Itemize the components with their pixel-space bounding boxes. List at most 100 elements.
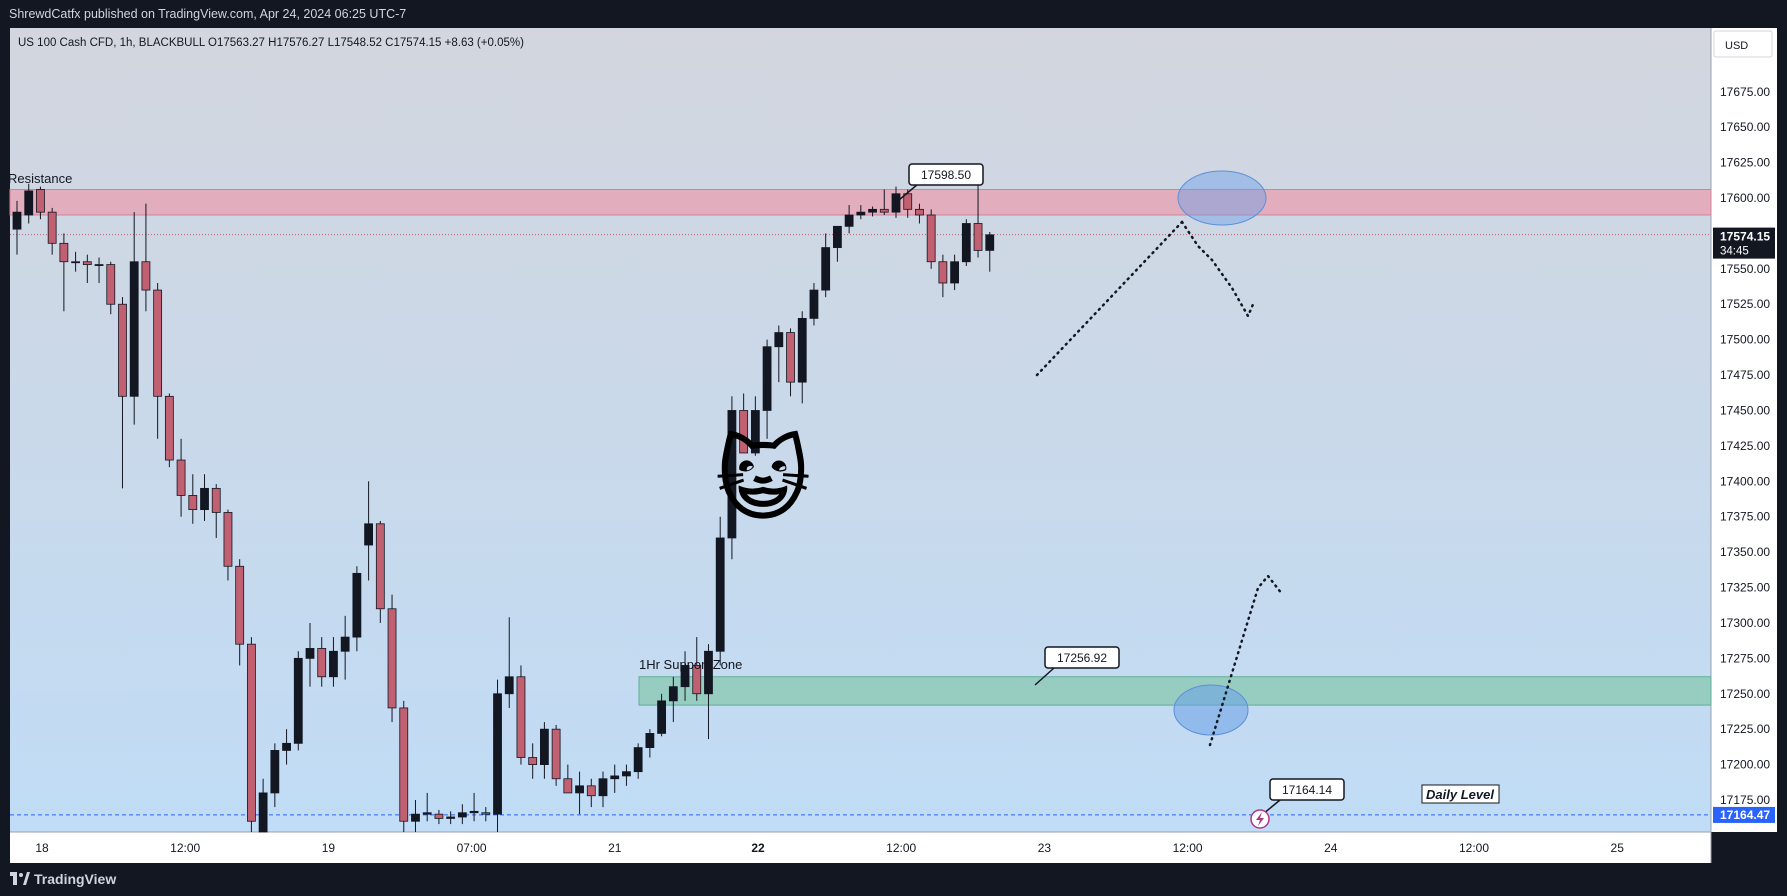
- candle[interactable]: [446, 811, 456, 825]
- candle[interactable]: [200, 474, 209, 521]
- candle[interactable]: [551, 724, 561, 786]
- callout-17598[interactable]: 17598.50: [898, 163, 984, 201]
- candle[interactable]: [399, 700, 409, 832]
- candle[interactable]: [961, 219, 971, 266]
- candle[interactable]: [598, 771, 608, 808]
- candle[interactable]: [645, 729, 655, 758]
- candle[interactable]: [610, 764, 620, 793]
- candle[interactable]: [36, 186, 45, 220]
- candle[interactable]: [364, 481, 374, 581]
- candle[interactable]: [540, 722, 549, 779]
- support-zone[interactable]: [638, 676, 1712, 706]
- candle[interactable]: [188, 474, 198, 524]
- candle[interactable]: [434, 809, 444, 825]
- candle[interactable]: [657, 693, 666, 737]
- candle[interactable]: [774, 325, 784, 383]
- daily-level-box[interactable]: Daily Level: [1421, 784, 1500, 804]
- candle[interactable]: [821, 233, 831, 298]
- candle[interactable]: [293, 651, 303, 751]
- candle[interactable]: [329, 637, 338, 687]
- candle[interactable]: [24, 183, 34, 224]
- price-scale-background[interactable]: [1711, 28, 1777, 832]
- candle[interactable]: [129, 212, 139, 425]
- projection-pullback-path[interactable]: [1180, 220, 1256, 319]
- candle[interactable]: [844, 205, 854, 234]
- candle[interactable]: [94, 257, 104, 283]
- candle[interactable]: [422, 792, 432, 822]
- candle[interactable]: [879, 189, 889, 215]
- projection-rally-path[interactable]: [1208, 574, 1284, 747]
- candle[interactable]: [575, 771, 584, 815]
- time-scale-background[interactable]: [10, 832, 1711, 863]
- candle[interactable]: [633, 743, 643, 779]
- candle[interactable]: [153, 282, 163, 439]
- projection-up-path[interactable]: [1035, 220, 1184, 377]
- bottom-ellipse[interactable]: [1173, 684, 1249, 736]
- candle[interactable]: [270, 743, 280, 808]
- candle[interactable]: [340, 615, 350, 680]
- candle[interactable]: [47, 207, 57, 255]
- candle[interactable]: [504, 617, 514, 708]
- candle[interactable]: [164, 393, 174, 468]
- candle[interactable]: [563, 764, 573, 794]
- candle[interactable]: [739, 393, 749, 454]
- candle[interactable]: [692, 637, 702, 701]
- candle[interactable]: [891, 186, 901, 218]
- candle[interactable]: [762, 339, 772, 439]
- candle[interactable]: [856, 205, 866, 220]
- candle[interactable]: [938, 254, 948, 298]
- candle[interactable]: [950, 254, 959, 291]
- candle[interactable]: [141, 203, 151, 312]
- candle[interactable]: [704, 644, 713, 740]
- candle[interactable]: [375, 520, 385, 623]
- candle[interactable]: [258, 778, 268, 833]
- candle[interactable]: [622, 764, 631, 786]
- candle[interactable]: [750, 396, 760, 456]
- candle[interactable]: [223, 509, 233, 581]
- candle[interactable]: [118, 297, 127, 489]
- candle[interactable]: [82, 254, 92, 283]
- candle[interactable]: [586, 778, 596, 808]
- candle[interactable]: [727, 396, 737, 560]
- callout-17256[interactable]: 17256.92: [1034, 646, 1120, 686]
- candle[interactable]: [516, 665, 526, 765]
- tradingview-brand[interactable]: TradingView: [34, 871, 117, 887]
- candle[interactable]: [868, 206, 877, 217]
- candle[interactable]: [985, 231, 995, 272]
- candle[interactable]: [59, 233, 69, 312]
- candle[interactable]: [481, 807, 491, 822]
- candle[interactable]: [668, 676, 678, 723]
- callout-17164[interactable]: 17164.14: [1262, 778, 1345, 815]
- candle[interactable]: [786, 328, 795, 397]
- candle[interactable]: [235, 559, 245, 666]
- candle[interactable]: [352, 566, 362, 652]
- candle[interactable]: [915, 203, 924, 224]
- candle[interactable]: [12, 200, 22, 255]
- candle[interactable]: [211, 484, 221, 538]
- top-ellipse[interactable]: [1177, 170, 1267, 226]
- candle[interactable]: [246, 637, 256, 832]
- candle[interactable]: [71, 251, 80, 272]
- candle[interactable]: [715, 516, 725, 666]
- candle[interactable]: [411, 800, 420, 832]
- candle[interactable]: [926, 209, 936, 269]
- candle[interactable]: [317, 637, 327, 687]
- candle[interactable]: [469, 792, 479, 822]
- currency-button[interactable]: USD: [1713, 30, 1773, 58]
- candle[interactable]: [833, 225, 842, 262]
- candle[interactable]: [493, 679, 502, 832]
- candle[interactable]: [282, 729, 291, 765]
- candle[interactable]: [305, 622, 315, 687]
- candle[interactable]: [797, 311, 807, 404]
- candle[interactable]: [176, 438, 186, 517]
- candle[interactable]: [809, 282, 819, 326]
- candle[interactable]: [973, 176, 983, 258]
- candle[interactable]: [680, 651, 690, 701]
- alert-icon[interactable]: [1250, 809, 1270, 829]
- candle[interactable]: [903, 189, 913, 218]
- candle[interactable]: [528, 743, 538, 779]
- candle[interactable]: [387, 594, 397, 723]
- candle[interactable]: [106, 261, 116, 315]
- candle[interactable]: [457, 804, 467, 825]
